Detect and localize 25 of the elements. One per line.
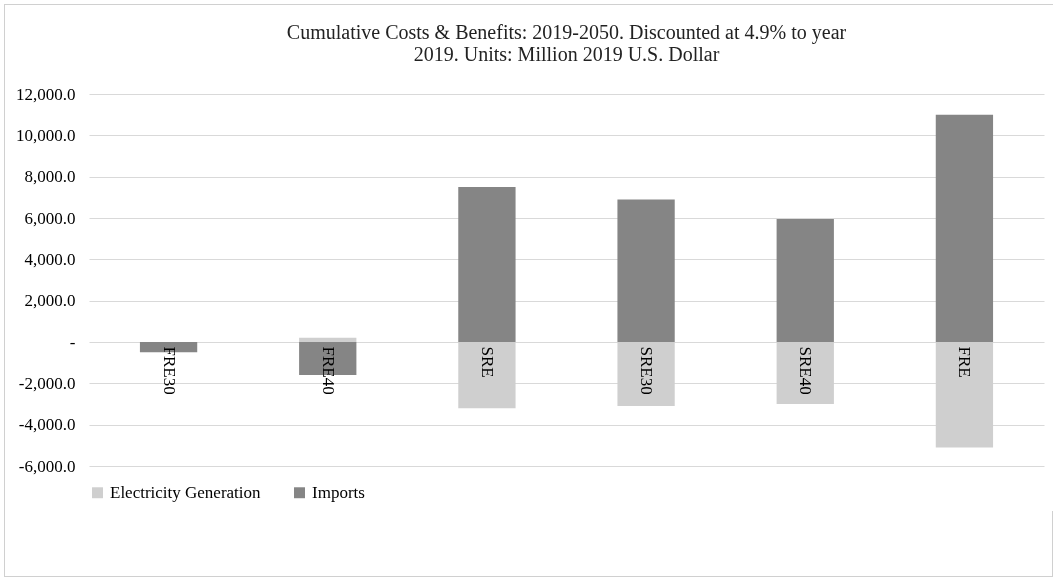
y-tick-label: -4,000.0: [18, 415, 76, 435]
y-tick-label: 6,000.0: [24, 208, 76, 228]
y-tick-label: -6,000.0: [18, 456, 76, 476]
x-tick-label: SRE: [477, 346, 497, 378]
x-tick-label: FRE40: [318, 346, 338, 395]
y-tick-label: 8,000.0: [24, 167, 76, 187]
y-tick-label: -2,000.0: [18, 373, 76, 393]
y-tick-label: -: [69, 332, 76, 352]
legend-label: Electricity Generation: [110, 482, 262, 502]
legend-label: Imports: [312, 482, 365, 502]
bar: [776, 219, 834, 342]
y-tick-label: 10,000.0: [16, 125, 76, 145]
x-tick-label: FRE: [955, 346, 975, 378]
y-tick-label: 2,000.0: [24, 291, 76, 311]
bar: [458, 187, 516, 342]
x-tick-label: SRE40: [796, 346, 816, 395]
x-tick-label: SRE30: [637, 346, 657, 395]
text: 2019. Units: Million 2019 U.S. Dollar: [413, 43, 720, 65]
bar: [299, 337, 357, 342]
x-tick-label: FRE30: [159, 346, 179, 395]
y-tick-label: 12,000.0: [16, 84, 76, 104]
bar: [617, 199, 675, 342]
y-tick-label: 4,000.0: [24, 249, 76, 269]
text: Cumulative Costs & Benefits: 2019-2050. Discounted at 4.9% to year: [286, 21, 847, 43]
bar: [935, 114, 994, 342]
